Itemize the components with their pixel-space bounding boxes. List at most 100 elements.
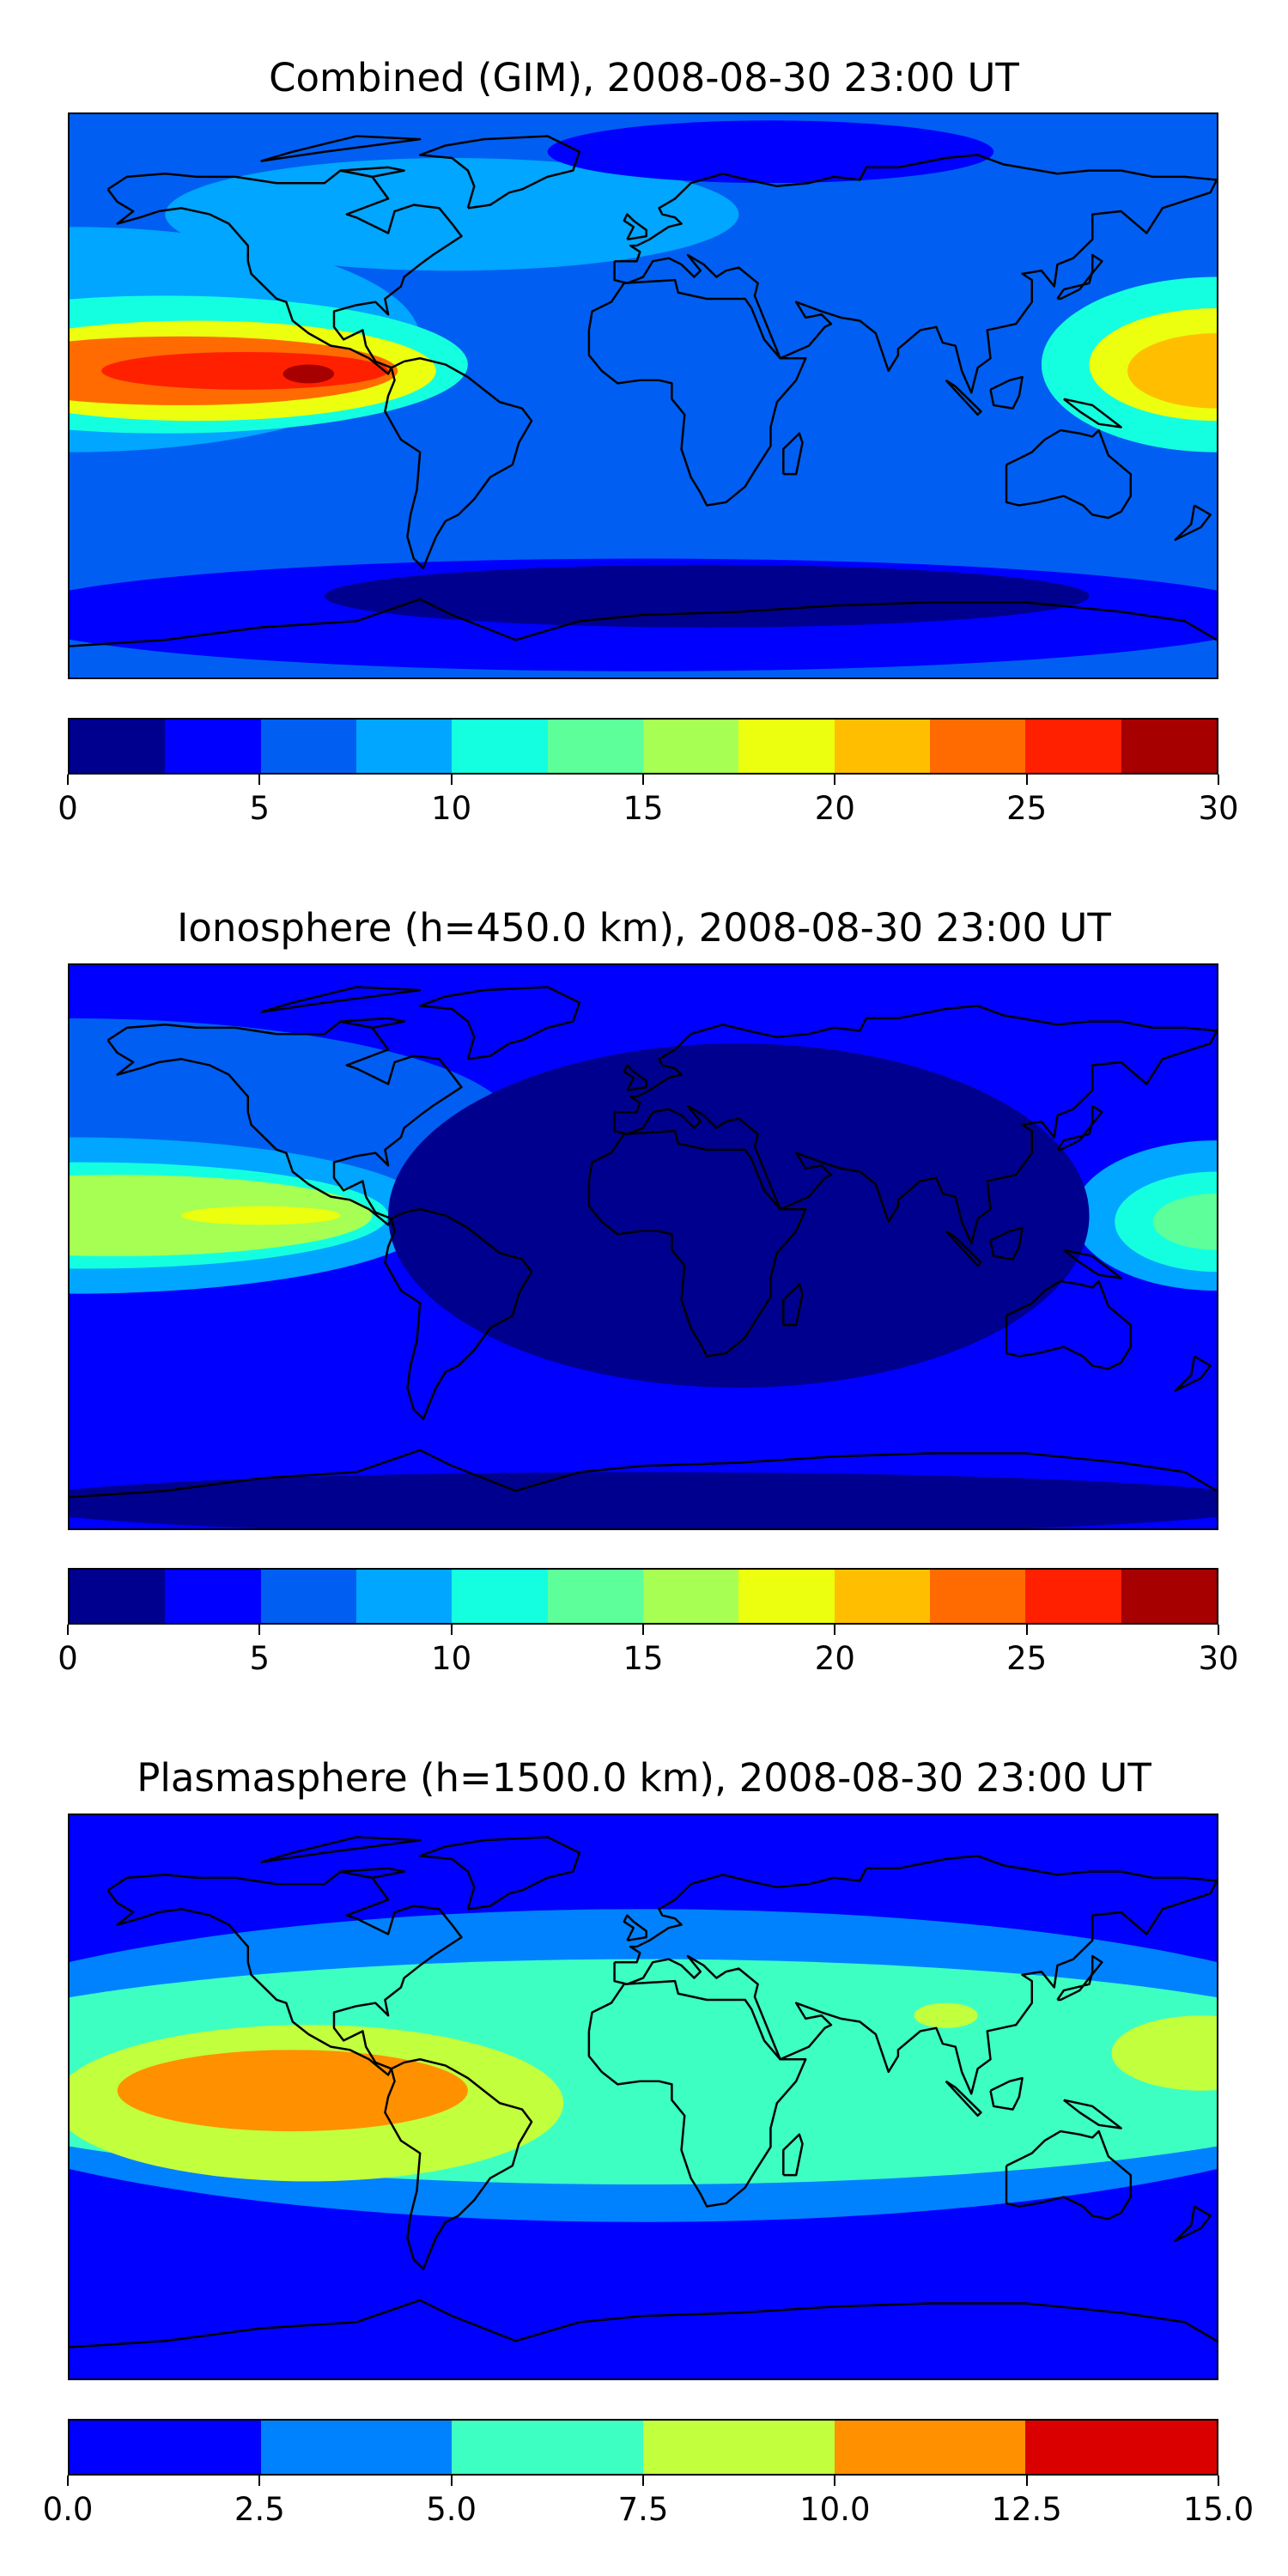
colorbar-segment (452, 1570, 548, 1623)
coastline (1174, 2205, 1212, 2242)
contour-region (117, 2050, 468, 2132)
colorbar-tick (642, 1625, 644, 1635)
colorbar-segment (1025, 720, 1121, 773)
contour-region (388, 1043, 1090, 1388)
coastline (945, 1230, 982, 1267)
coastline (260, 135, 422, 162)
colorbar-tick (834, 2476, 836, 2486)
coastline (989, 2076, 1024, 2111)
coastline (340, 1017, 405, 1030)
tec-map-plasmasphere (68, 1814, 1218, 2380)
coastline (1174, 504, 1212, 541)
coastline (945, 2080, 982, 2117)
colorbar-tick-label: 20 (814, 1640, 855, 1677)
colorbar-tick-label: 0 (58, 790, 78, 827)
contour-region (1111, 2015, 1217, 2091)
coastline (623, 213, 647, 241)
colorbar-tick-label: 5 (249, 1640, 270, 1677)
colorbar-tick (1218, 775, 1219, 785)
colorbar-segment (738, 1570, 835, 1623)
coastline (340, 166, 405, 179)
colorbar-segment (642, 720, 739, 773)
coastline (70, 598, 1217, 647)
tec-map-combined (68, 112, 1218, 679)
coastline (1063, 2099, 1122, 2129)
tec-map (70, 1815, 1217, 2379)
coastline (1005, 2129, 1133, 2221)
colorbar-tick (834, 1625, 836, 1635)
colorbar-tick (450, 775, 453, 785)
colorbar-segment (70, 720, 166, 773)
panel-title: Plasmasphere (h=1500.0 km), 2008-08-30 2… (137, 1755, 1151, 1801)
colorbar-tick-label: 15 (623, 790, 664, 827)
panel-title: Combined (GIM), 2008-08-30 23:00 UT (269, 55, 1019, 100)
colorbar-tick (1218, 2476, 1219, 2486)
coastline (945, 379, 982, 416)
colorbar-tick (642, 2476, 644, 2486)
coastline (260, 986, 422, 1013)
colorbar-segment (1025, 1570, 1121, 1623)
contour-region (283, 364, 335, 384)
colorbar-segment (642, 1570, 739, 1623)
colorbar-segment (1025, 2421, 1218, 2474)
contour-region (101, 351, 389, 390)
panel-title: Ionosphere (h=450.0 km), 2008-08-30 23:0… (177, 905, 1111, 951)
coastline (1063, 1249, 1122, 1279)
tec-map (70, 114, 1217, 677)
coastline (384, 1208, 533, 1420)
colorbar-tick-label: 25 (1006, 1640, 1048, 1677)
colorbar-segment (260, 1570, 356, 1623)
colorbar-tick (1025, 2476, 1028, 2486)
coastline (1056, 1104, 1103, 1151)
colorbar-segment (165, 720, 261, 773)
colorbar-ionosphere (68, 1568, 1218, 1625)
coastline (418, 135, 581, 210)
coastline (384, 2058, 533, 2270)
colorbar-segment (452, 2421, 644, 2474)
colorbar-segment (452, 720, 548, 773)
colorbar-segment (929, 1570, 1026, 1623)
coastline (1056, 1954, 1103, 2002)
contour-region (914, 2002, 978, 2028)
coastline (70, 2299, 1217, 2348)
colorbar-tick (1025, 775, 1028, 785)
colorbar-tick-label: 20 (814, 790, 855, 827)
colorbar-segment (70, 2421, 261, 2474)
coastline (106, 169, 463, 375)
contour-region (547, 120, 994, 184)
coastline (1063, 398, 1122, 428)
colorbar-segment (1121, 1570, 1217, 1623)
coastline (418, 1836, 581, 1911)
contour-region (180, 1206, 341, 1225)
coastline (106, 1020, 463, 1226)
colorbar-tick-label: 15 (623, 1640, 664, 1677)
colorbar-tick (1218, 1625, 1219, 1635)
colorbar-tick (258, 1625, 261, 1635)
colorbar-tick-label: 5 (249, 790, 270, 827)
colorbar-tick-label: 10 (431, 790, 472, 827)
colorbar-tick (67, 2476, 69, 2486)
contour-region (165, 158, 739, 271)
colorbar-segment (260, 720, 356, 773)
tec-map (70, 965, 1217, 1528)
coastline (106, 1870, 463, 2076)
coastline (70, 1449, 1217, 1498)
colorbar-segment (834, 1570, 930, 1623)
coastline (1005, 428, 1133, 519)
colorbar-segment (834, 720, 930, 773)
colorbar-combined (68, 718, 1218, 775)
colorbar-tick (67, 1625, 69, 1635)
colorbar-segment (547, 1570, 643, 1623)
tec-map-ionosphere (68, 963, 1218, 1530)
colorbar-tick (1025, 1625, 1028, 1635)
colorbar-segment (70, 1570, 166, 1623)
coastline (782, 432, 804, 476)
colorbar-tick (834, 775, 836, 785)
coastline (782, 1283, 804, 1327)
colorbar-tick-label: 10 (431, 1640, 472, 1677)
coastline (340, 1867, 405, 1880)
colorbar-tick-label: 0.0 (42, 2491, 94, 2528)
colorbar-tick (450, 1625, 453, 1635)
coastline (1005, 1279, 1133, 1370)
colorbar-tick (258, 775, 261, 785)
